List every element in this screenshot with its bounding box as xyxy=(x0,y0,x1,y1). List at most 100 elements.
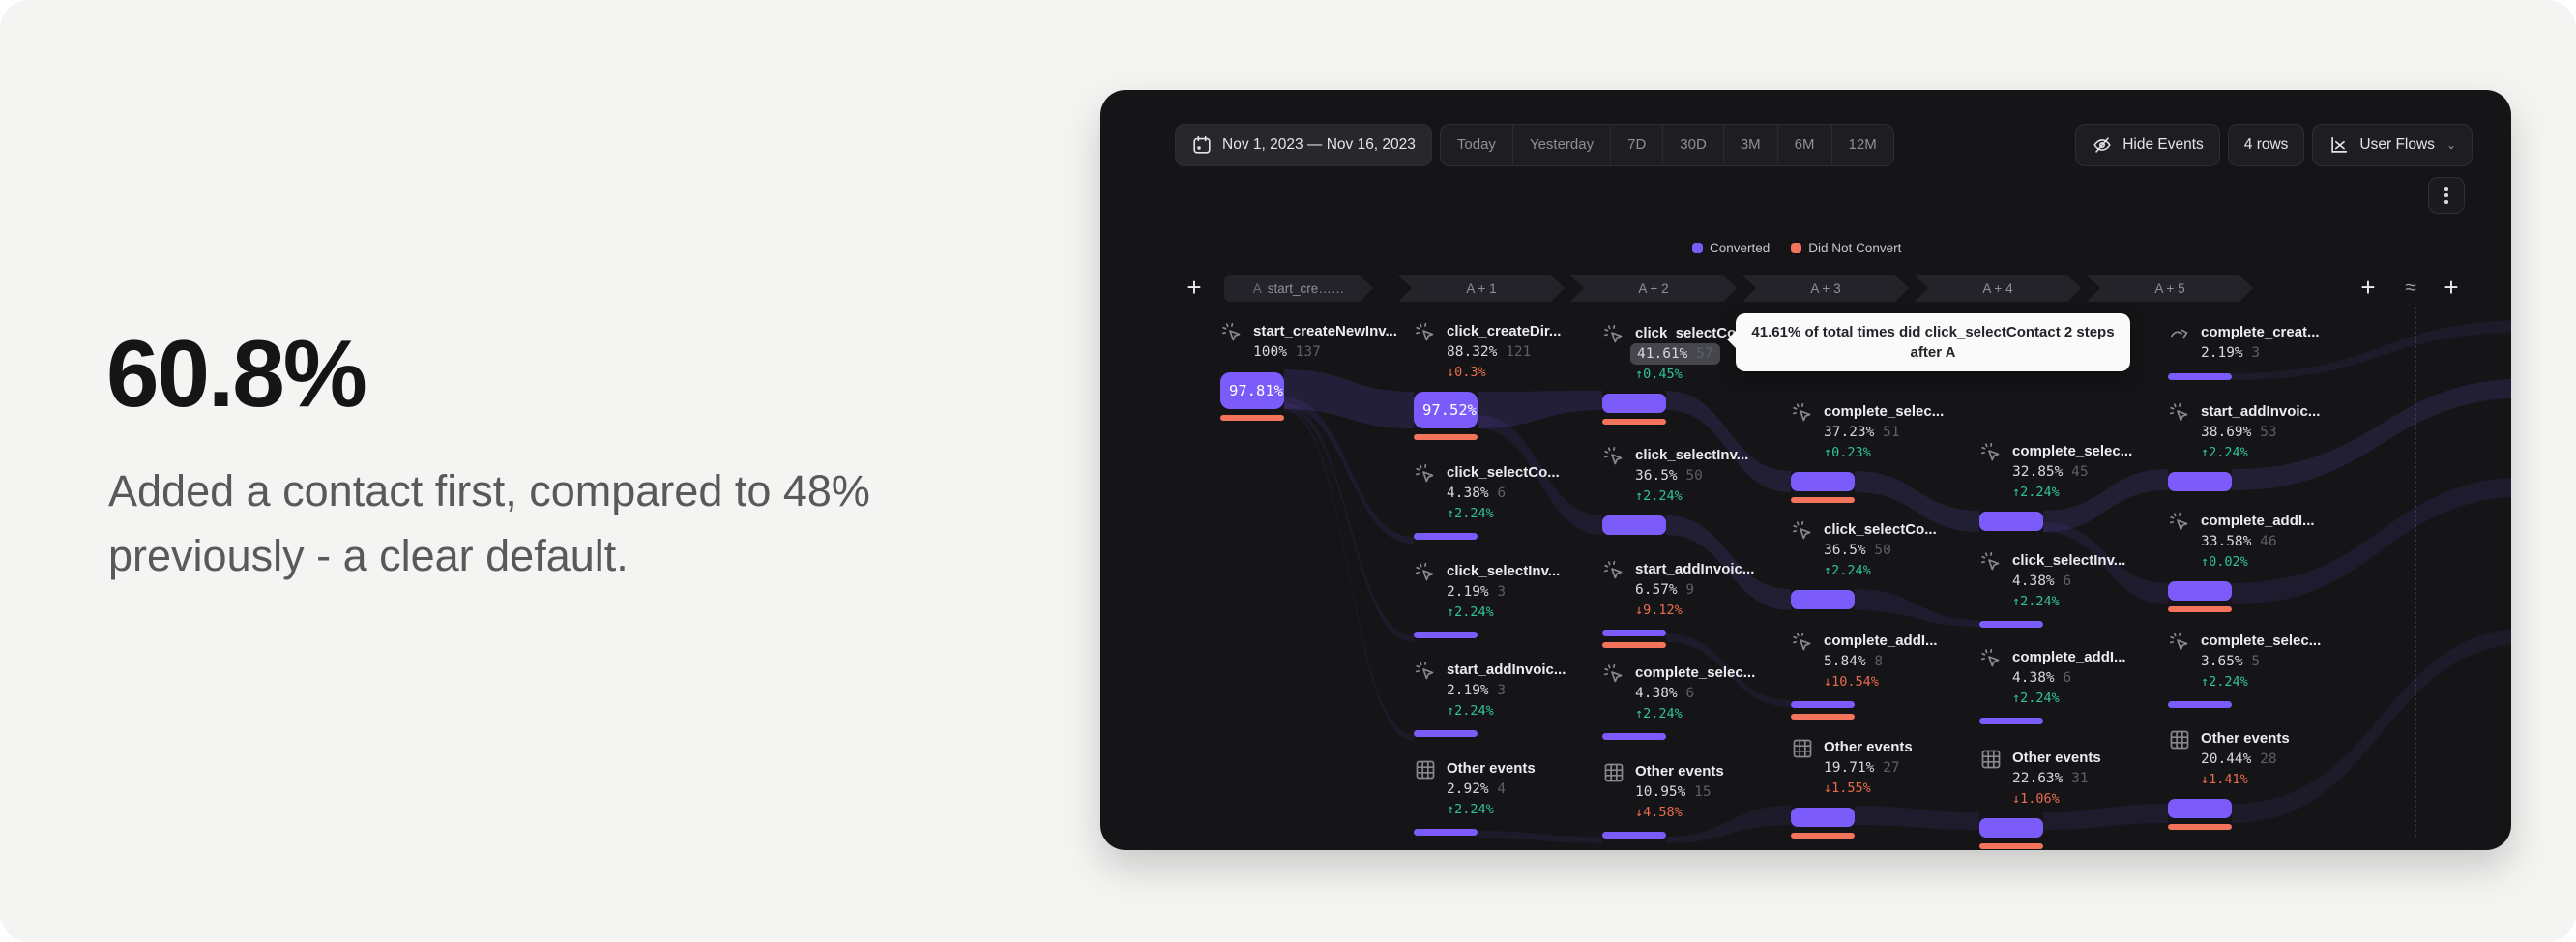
event-name: complete_addI... xyxy=(2201,513,2315,529)
grid-icon xyxy=(1979,748,2003,771)
did-not-convert-bar xyxy=(1414,434,1478,440)
step-header-a3[interactable]: A + 3 xyxy=(1742,275,1909,302)
flow-node[interactable]: click_selectInv... 36.5% 50 ↑2.24% xyxy=(1602,446,1782,535)
flow-node[interactable]: start_createNewInv... 100% 137 97.81% xyxy=(1220,322,1400,421)
cursor-click-icon xyxy=(1414,660,1437,683)
flow-node[interactable]: complete_selec... 37.23% 51 ↑0.23% xyxy=(1791,402,1971,503)
cursor-click-icon xyxy=(2168,511,2191,534)
event-delta: ↓10.54% xyxy=(1824,674,1879,690)
view-selector[interactable]: User Flows ⌄ xyxy=(2312,123,2473,166)
calendar-icon xyxy=(1191,134,1213,156)
stat-subtext: Added a contact first, compared to 48% p… xyxy=(108,458,998,588)
cursor-click-icon xyxy=(1602,323,1625,346)
cursor-click-icon xyxy=(1791,401,1814,425)
preset-yesterday[interactable]: Yesterday xyxy=(1513,124,1612,165)
event-name: click_selectCo... xyxy=(1447,464,1560,481)
preset-12m[interactable]: 12M xyxy=(1848,136,1877,153)
converted-bar xyxy=(1414,632,1478,638)
did-not-convert-bar xyxy=(1791,833,1855,839)
flow-node[interactable]: complete_creat... 2.19% 3 xyxy=(2168,323,2348,380)
flow-node[interactable]: start_addInvoic... 6.57% 9 ↓9.12% xyxy=(1602,560,1782,648)
event-name: Other events xyxy=(2012,750,2101,766)
add-step-right-button[interactable]: + xyxy=(2360,272,2376,302)
date-presets: Today Yesterday 7D 30D 3M 6M 12M xyxy=(1439,123,1894,166)
hide-events-button[interactable]: Hide Events xyxy=(2075,123,2220,166)
flow-node[interactable]: Other events 20.44% 28 ↓1.41% xyxy=(2168,729,2348,830)
event-delta: ↑2.24% xyxy=(2201,674,2248,690)
analytics-panel: Nov 1, 2023 — Nov 16, 2023 Today Yesterd… xyxy=(1100,90,2511,850)
did-not-convert-bar xyxy=(1979,843,2043,849)
flow-node[interactable]: complete_addI... 33.58% 46 ↑0.02% xyxy=(2168,512,2348,612)
flow-node[interactable]: complete_selec... 4.38% 6 ↑2.24% xyxy=(1602,663,1782,740)
converted-bar xyxy=(1791,590,1855,609)
flow-node[interactable]: complete_selec... 3.65% 5 ↑2.24% xyxy=(2168,632,2348,708)
step-header-a4[interactable]: A + 4 xyxy=(1915,275,2081,302)
event-name: click_selectInv... xyxy=(1447,563,1561,579)
cursor-click-icon xyxy=(1602,445,1625,468)
preset-6m[interactable]: 6M xyxy=(1778,124,1832,165)
did-not-convert-bar xyxy=(1602,642,1666,648)
event-stats: 22.63% 31 xyxy=(2012,771,2089,786)
collapse-steps-button[interactable]: ≈ xyxy=(2405,277,2416,299)
converted-bar xyxy=(1791,701,1855,708)
date-range-button[interactable]: Nov 1, 2023 — Nov 16, 2023 xyxy=(1175,123,1432,166)
event-name: click_selectCo... xyxy=(1635,325,1748,341)
event-stats: 2.19% 3 xyxy=(2201,345,2261,361)
cursor-click-icon xyxy=(1414,321,1437,344)
event-stats: 36.5% 50 xyxy=(1824,543,1891,558)
flow-node[interactable]: Other events 19.71% 27 ↓1.55% xyxy=(1791,738,1971,839)
flow-node[interactable]: complete_addI... 5.84% 8 ↓10.54% xyxy=(1791,632,1971,720)
add-step-left-button[interactable]: + xyxy=(1186,272,1202,302)
cursor-click-icon xyxy=(1791,519,1814,543)
flow-node[interactable]: click_selectInv... 4.38% 6 ↑2.24% xyxy=(1979,551,2159,628)
converted-bar xyxy=(1602,733,1666,740)
view-label: User Flows xyxy=(2359,135,2435,153)
flow-node[interactable]: click_selectCo... 36.5% 50 ↑2.24% xyxy=(1791,520,1971,609)
event-name: complete_selec... xyxy=(1635,664,1756,681)
converted-bar xyxy=(1414,533,1478,540)
converted-bar xyxy=(1791,808,1855,827)
preset-3m[interactable]: 3M xyxy=(1724,124,1778,165)
flow-node[interactable]: Other events 10.95% 15 ↓4.58% xyxy=(1602,762,1782,839)
event-name: complete_addI... xyxy=(1824,633,1938,649)
flow-node[interactable]: click_createDir... 88.32% 121 ↓0.3% 97.52% xyxy=(1414,322,1594,440)
flow-node[interactable]: Other events 2.92% 4 ↑2.24% xyxy=(1414,759,1594,836)
preset-30d[interactable]: 30D xyxy=(1663,124,1724,165)
cursor-click-icon xyxy=(1979,441,2003,464)
flow-node[interactable]: complete_addI... 4.38% 6 ↑2.24% xyxy=(1979,648,2159,724)
preset-today[interactable]: Today xyxy=(1441,124,1513,165)
did-not-convert-swatch xyxy=(1791,243,1802,253)
flow-node[interactable]: click_selectCo... 4.38% 6 ↑2.24% xyxy=(1414,463,1594,540)
more-options-button[interactable] xyxy=(2428,177,2465,214)
event-name: complete_creat... xyxy=(2201,324,2320,340)
rows-button[interactable]: 4 rows xyxy=(2227,123,2305,166)
flow-node[interactable]: Other events 22.63% 31 ↓1.06% xyxy=(1979,749,2159,849)
event-name: Other events xyxy=(2201,730,2290,747)
event-stats: 5.84% 8 xyxy=(1824,654,1884,669)
flow-node[interactable]: start_addInvoic... 38.69% 53 ↑2.24% xyxy=(2168,402,2348,491)
flow-node[interactable]: click_selectInv... 2.19% 3 ↑2.24% xyxy=(1414,562,1594,638)
flow-node[interactable]: start_addInvoic... 2.19% 3 ↑2.24% xyxy=(1414,661,1594,737)
event-name: Other events xyxy=(1447,760,1536,777)
event-delta: ↑2.24% xyxy=(2201,445,2248,460)
cursor-click-icon xyxy=(1414,561,1437,584)
event-delta: ↑2.24% xyxy=(1447,802,1494,817)
preset-7d[interactable]: 7D xyxy=(1611,124,1664,165)
did-not-convert-bar xyxy=(2168,824,2232,830)
legend-converted[interactable]: Converted xyxy=(1692,241,1770,255)
converted-bar xyxy=(1602,630,1666,636)
event-name: complete_selec... xyxy=(1824,403,1945,420)
step-header-a1[interactable]: A + 1 xyxy=(1398,275,1565,302)
add-step-end-button[interactable]: + xyxy=(2444,272,2459,302)
event-stats: 36.5% 50 xyxy=(1635,468,1703,484)
converted-bar xyxy=(2168,472,2232,491)
flow-node[interactable]: click_selectCo... 41.61% 57 ↑0.45% xyxy=(1602,324,1782,425)
step-header-a2[interactable]: A + 2 xyxy=(1570,275,1737,302)
legend-did-not-convert[interactable]: Did Not Convert xyxy=(1791,241,1901,255)
flow-node[interactable]: complete_selec... 32.85% 45 ↑2.24% xyxy=(1979,442,2159,531)
did-not-convert-bar xyxy=(2168,606,2232,612)
event-stats: 88.32% 121 xyxy=(1447,344,1532,360)
step-header-a[interactable]: A start_cre…… xyxy=(1224,275,1373,302)
step-header-a5[interactable]: A + 5 xyxy=(2087,275,2253,302)
